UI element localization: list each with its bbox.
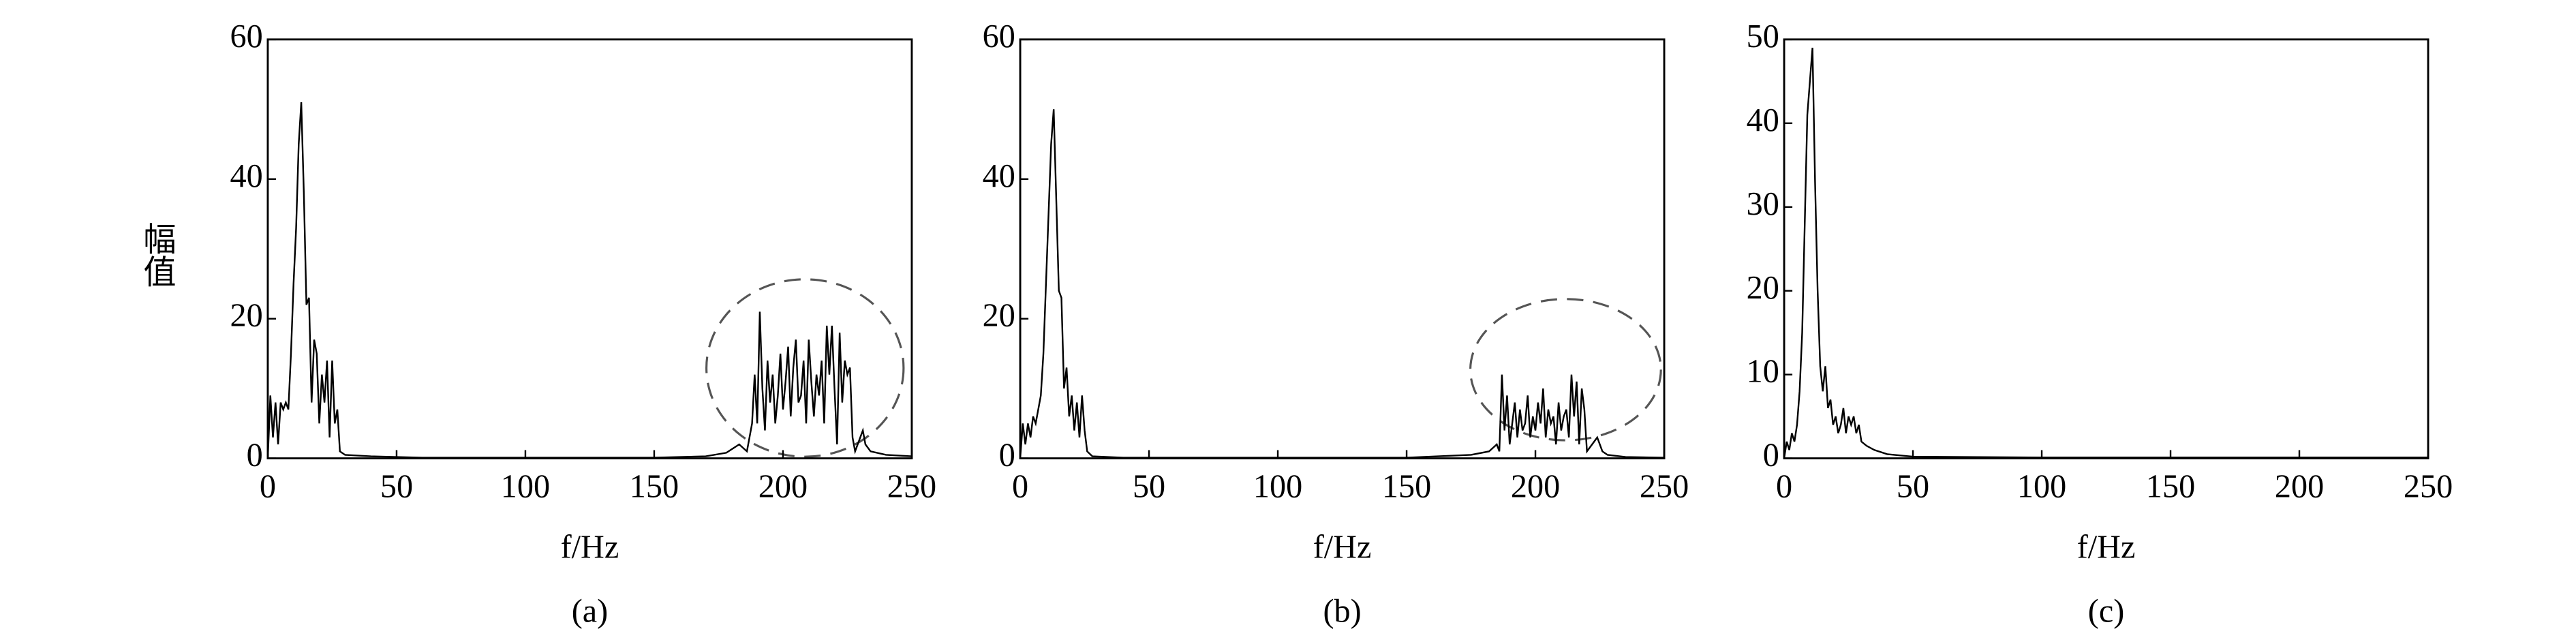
y-tick-label: 20 [1747, 270, 1779, 306]
y-tick-label: 20 [983, 298, 1015, 334]
x-axis-label: f/Hz [561, 530, 619, 566]
x-tick-label: 50 [380, 468, 413, 504]
caption: (b) [1323, 594, 1361, 630]
x-tick-label: 250 [2404, 468, 2453, 504]
y-tick-label: 60 [983, 18, 1015, 55]
y-tick-label: 40 [230, 158, 263, 194]
y-tick-label: 40 [1747, 102, 1779, 138]
y-tick-label: 0 [999, 438, 1015, 474]
x-tick-label: 200 [758, 468, 808, 504]
x-tick-label: 100 [501, 468, 550, 504]
caption: (a) [572, 594, 609, 630]
x-tick-label: 50 [1897, 468, 1929, 504]
x-tick-label: 250 [887, 468, 936, 504]
spectrum-line [1783, 48, 2429, 459]
plot-frame [1783, 38, 2429, 460]
y-tick-label: 30 [1747, 186, 1779, 222]
x-tick-label: 50 [1133, 468, 1165, 504]
y-tick-label: 0 [247, 438, 263, 474]
x-tick-label: 150 [2146, 468, 2195, 504]
highlight-ellipse [1469, 298, 1662, 442]
x-tick-label: 100 [1253, 468, 1302, 504]
x-tick-label: 150 [1382, 468, 1431, 504]
x-tick-label: 0 [260, 468, 276, 504]
x-tick-label: 0 [1012, 468, 1028, 504]
spectrum-line [266, 102, 913, 459]
x-tick-label: 250 [1640, 468, 1689, 504]
y-tick-label: 60 [230, 18, 263, 55]
x-axis-label: f/Hz [1313, 530, 1372, 566]
y-axis-label: 幅值 [138, 221, 176, 287]
x-tick-label: 0 [1776, 468, 1792, 504]
y-tick-label: 40 [983, 158, 1015, 194]
x-axis-label: f/Hz [2077, 530, 2136, 566]
highlight-ellipse [705, 278, 905, 458]
y-tick-label: 20 [230, 298, 263, 334]
y-tick-label: 10 [1747, 354, 1779, 390]
caption: (c) [2088, 594, 2125, 630]
spectrum-line [1019, 109, 1665, 459]
x-tick-label: 200 [2275, 468, 2324, 504]
x-tick-label: 100 [2017, 468, 2066, 504]
y-tick-label: 0 [1763, 438, 1779, 474]
plot-frame [1019, 38, 1666, 460]
y-tick-label: 50 [1747, 18, 1779, 55]
x-tick-label: 200 [1511, 468, 1560, 504]
x-tick-label: 150 [630, 468, 679, 504]
